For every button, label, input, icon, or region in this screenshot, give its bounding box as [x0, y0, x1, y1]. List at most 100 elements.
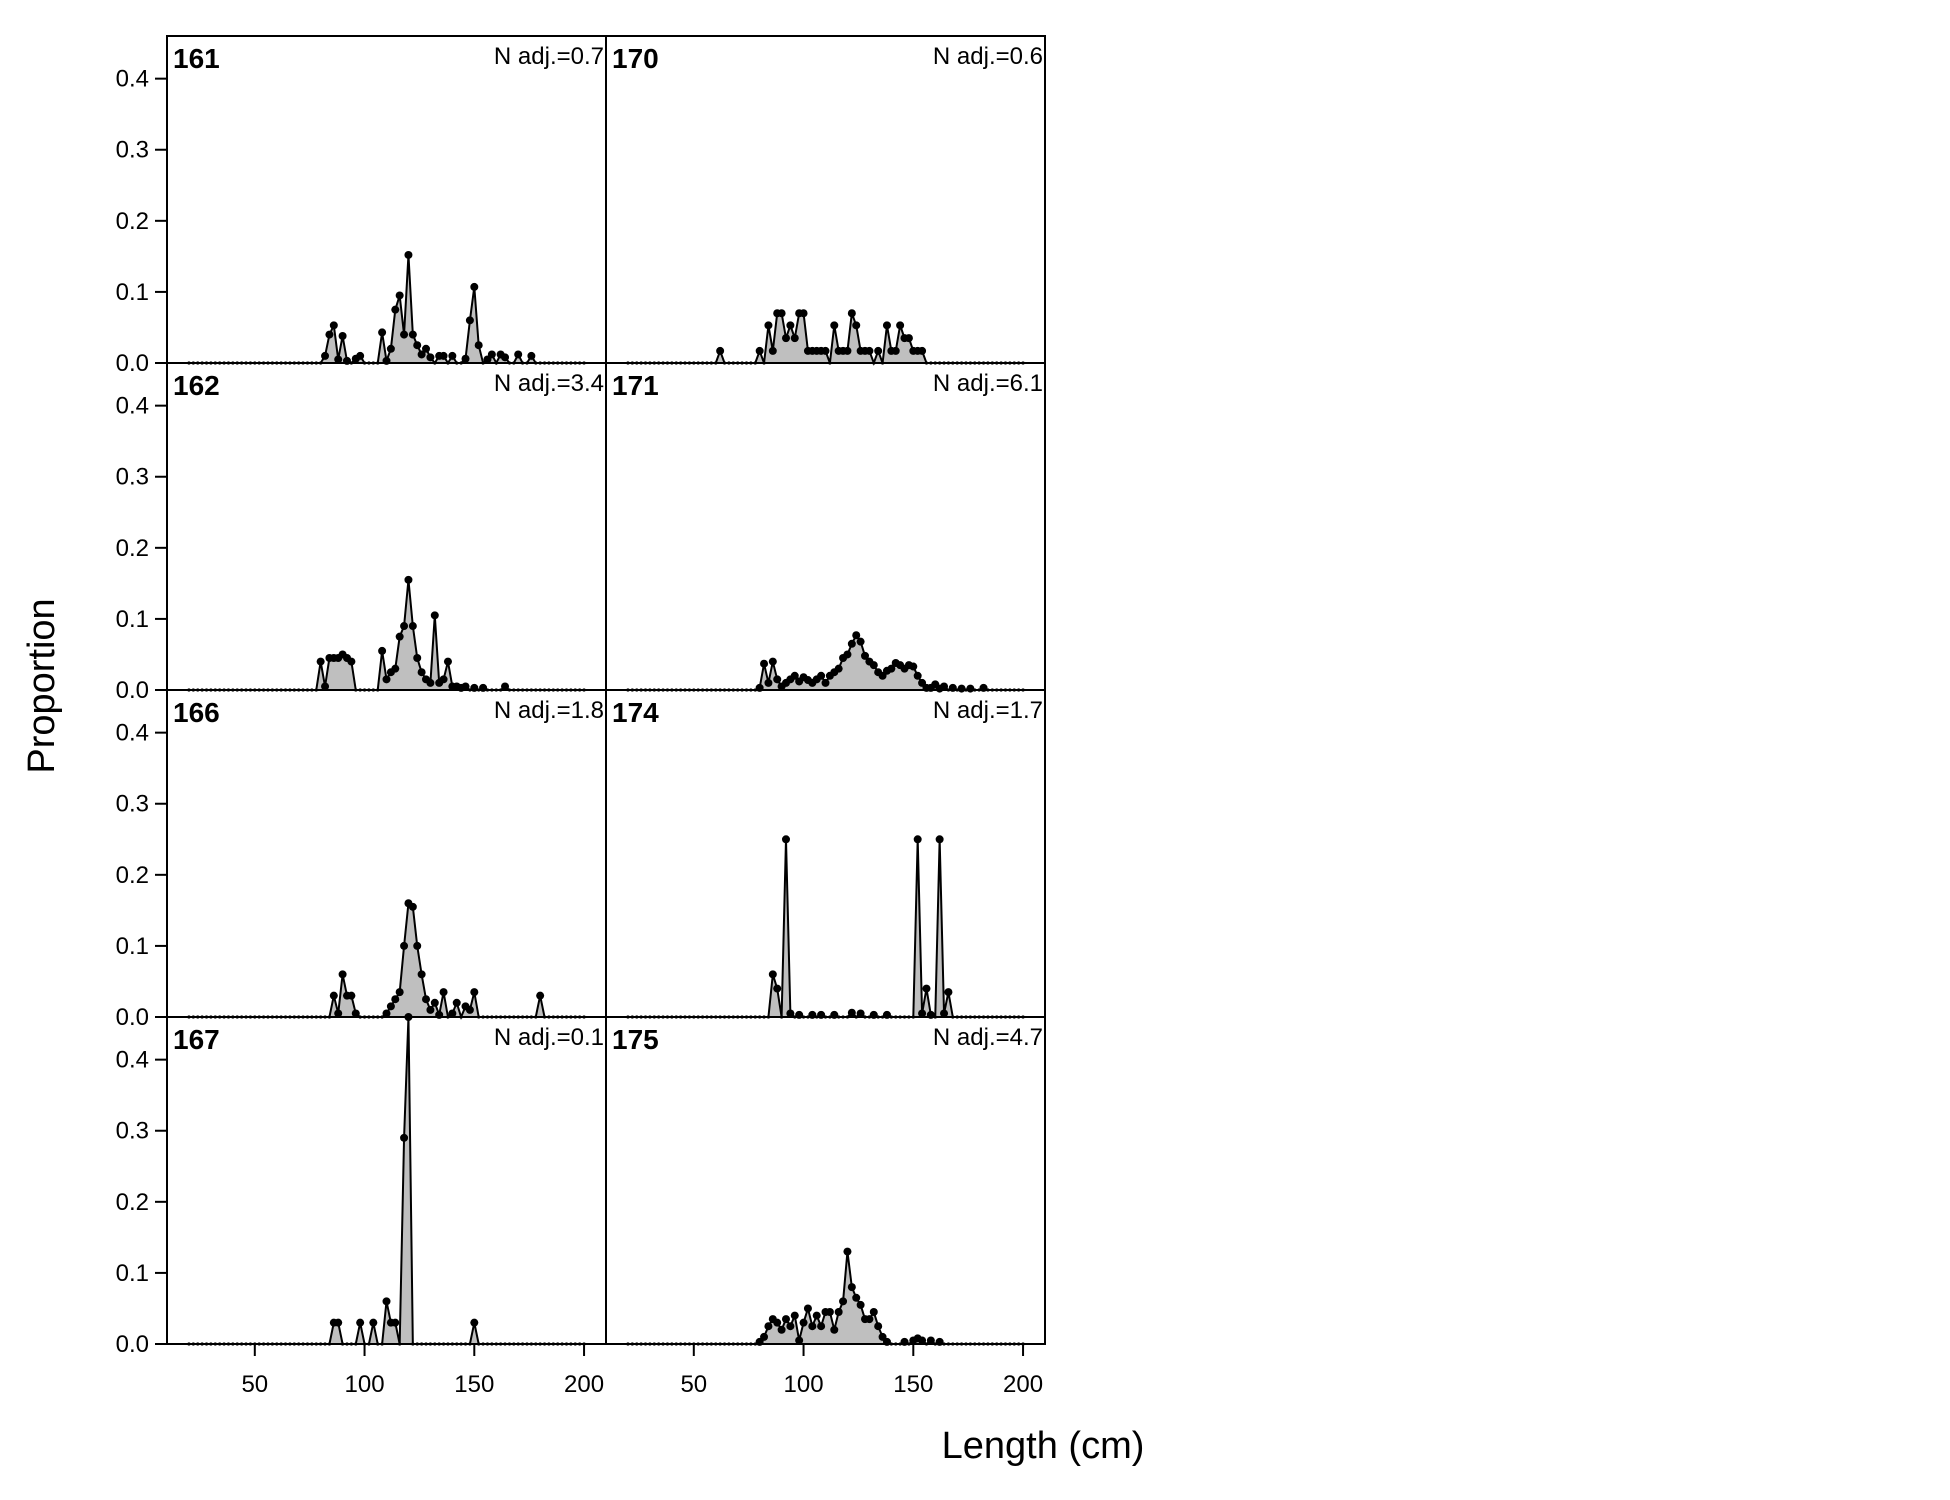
- data-point: [400, 330, 409, 339]
- x-tick-label: 150: [893, 1371, 933, 1398]
- data-point: [777, 309, 786, 318]
- panel-id-label: 167: [173, 1024, 220, 1055]
- data-point: [487, 350, 496, 359]
- panel-nadj-label: N adj.=4.7: [933, 1024, 1043, 1051]
- data-point: [426, 353, 435, 362]
- data-point: [391, 305, 400, 314]
- data-point: [803, 1304, 812, 1313]
- panel-id-label: 170: [612, 43, 659, 74]
- data-point: [834, 1308, 843, 1317]
- data-point: [874, 346, 883, 355]
- data-point: [501, 353, 510, 362]
- data-point: [536, 991, 545, 1000]
- data-point: [408, 330, 417, 339]
- data-point: [786, 321, 795, 330]
- panel-174-line: [627, 839, 1024, 1019]
- panel-161-frame: [166, 35, 607, 364]
- panel-171-points: [626, 631, 1025, 693]
- panel-167-points: [187, 1013, 586, 1346]
- data-point: [795, 1336, 804, 1345]
- data-point: [391, 1318, 400, 1327]
- data-point: [799, 309, 808, 318]
- data-point: [395, 291, 404, 300]
- panel-175-frame: [605, 1016, 1046, 1345]
- data-point: [430, 611, 439, 620]
- panel-161: 161 N adj.=0.7: [166, 35, 607, 366]
- data-point: [391, 664, 400, 673]
- data-point: [452, 998, 461, 1007]
- data-point: [448, 351, 457, 360]
- data-point: [760, 659, 769, 668]
- data-point: [768, 346, 777, 355]
- y-tick-label: 0.3: [116, 791, 149, 818]
- y-tick-label: 0.3: [116, 137, 149, 164]
- data-point: [417, 350, 426, 359]
- data-point: [465, 1005, 474, 1014]
- y-tick-label: 0.2: [116, 208, 149, 235]
- data-point: [760, 1332, 769, 1341]
- data-point: [865, 346, 874, 355]
- data-point: [830, 1325, 839, 1334]
- y-tick-label: 0.1: [116, 279, 149, 306]
- data-point: [940, 682, 949, 691]
- x-axis-col-1: 50 100 150 200: [680, 1344, 1043, 1398]
- panel-id-label: 171: [612, 370, 659, 401]
- y-tick-label: 0.2: [116, 535, 149, 562]
- panel-174-points: [626, 835, 1025, 1019]
- panel-162-frame: [166, 362, 607, 691]
- data-point: [790, 1311, 799, 1320]
- data-point: [422, 344, 431, 353]
- data-point: [501, 682, 510, 691]
- data-point: [321, 351, 330, 360]
- data-point: [926, 1336, 935, 1345]
- y-tick-label: 0.4: [116, 720, 149, 747]
- data-point: [865, 1315, 874, 1324]
- data-point: [470, 282, 479, 291]
- panel-175-area: [627, 1251, 1024, 1344]
- data-point: [913, 835, 922, 844]
- data-point: [856, 637, 865, 646]
- data-point: [356, 1318, 365, 1327]
- data-point: [426, 1005, 435, 1014]
- data-point: [909, 662, 918, 671]
- panel-nadj-label: N adj.=0.7: [494, 43, 604, 70]
- panel-166-frame: [166, 689, 607, 1018]
- panel-167-frame: [166, 1016, 607, 1345]
- panel-162: 162 N adj.=3.4: [166, 362, 607, 692]
- data-point: [944, 988, 953, 997]
- data-point: [404, 575, 413, 584]
- data-point: [334, 355, 343, 364]
- data-point: [347, 657, 356, 666]
- panel-161-line: [188, 254, 585, 366]
- data-point: [386, 344, 395, 353]
- data-point: [799, 1318, 808, 1327]
- data-point: [773, 675, 782, 684]
- data-point: [378, 646, 387, 655]
- data-point: [527, 351, 536, 360]
- data-point: [329, 991, 338, 1000]
- y-tick-label: 0.3: [116, 464, 149, 491]
- data-point: [852, 321, 861, 330]
- data-point: [439, 988, 448, 997]
- data-point: [329, 321, 338, 330]
- panel-id-label: 161: [173, 43, 220, 74]
- data-point: [852, 1293, 861, 1302]
- data-point: [474, 341, 483, 350]
- data-point: [847, 1283, 856, 1292]
- data-point: [786, 1322, 795, 1331]
- data-point: [400, 941, 409, 950]
- data-point: [891, 346, 900, 355]
- data-point: [861, 651, 870, 660]
- panel-id-label: 175: [612, 1024, 659, 1055]
- data-point: [856, 1009, 865, 1018]
- x-tick-label: 50: [680, 1371, 707, 1398]
- data-point: [918, 346, 927, 355]
- panel-166: 166 N adj.=1.8: [166, 689, 607, 1020]
- data-point: [382, 1009, 391, 1018]
- data-point: [768, 970, 777, 979]
- data-point: [461, 354, 470, 363]
- x-tick-label: 150: [454, 1371, 494, 1398]
- data-point: [790, 334, 799, 343]
- x-tick-label: 200: [1003, 1371, 1043, 1398]
